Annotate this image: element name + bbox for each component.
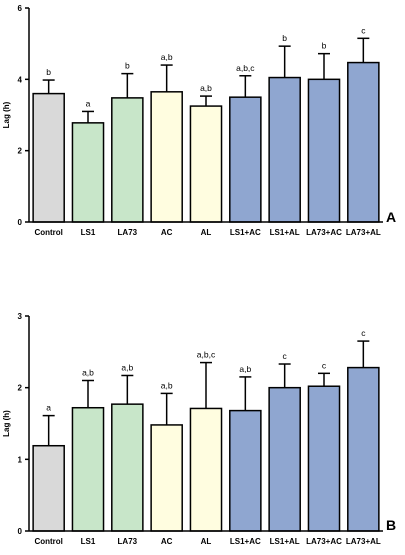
bar (189, 105, 223, 223)
panel-letter: B (386, 517, 396, 533)
category-label: LA73+AC (306, 228, 342, 237)
y-axis-title: Lag (h) (2, 410, 11, 437)
bar (347, 366, 380, 532)
y-tick-label: 1 (18, 455, 23, 464)
category-label: LS1+AL (270, 228, 300, 237)
category-label: LS1+AL (270, 537, 300, 546)
bar (189, 407, 223, 532)
category-label: Control (34, 228, 62, 237)
significance-label: c (361, 328, 366, 338)
category-label: LA73+AL (346, 228, 381, 237)
panel-letter: A (386, 209, 396, 225)
category-label: LS1 (81, 228, 96, 237)
bar (32, 92, 65, 223)
category-label: LA73+AL (346, 537, 381, 546)
significance-label: a,b (121, 362, 133, 372)
bar (268, 386, 301, 532)
significance-label: a,b (200, 83, 212, 93)
significance-label: a (86, 98, 91, 108)
significance-label: a,b (82, 368, 94, 378)
y-tick-label: 0 (18, 218, 23, 227)
bar (71, 122, 105, 223)
significance-label: b (282, 33, 287, 43)
y-tick-label: 2 (18, 147, 23, 156)
bar (111, 403, 144, 532)
y-tick-label: 0 (18, 527, 23, 536)
significance-label: b (46, 67, 51, 77)
y-axis-title: Lag (h) (2, 101, 11, 128)
chart-panel-a: b Control a LS1 b LA73 a,b AC a,b AL a,b,c LS1+AC b L… (2, 4, 396, 237)
y-tick-label: 6 (18, 4, 23, 13)
bar (229, 409, 262, 532)
significance-label: b (322, 41, 327, 51)
category-label: LS1+AC (230, 537, 261, 546)
significance-label: a,b,c (197, 350, 216, 360)
y-tick-label: 3 (18, 312, 23, 321)
bar (111, 97, 144, 223)
category-label: LS1 (81, 537, 96, 546)
significance-label: c (361, 25, 366, 35)
category-label: AC (161, 537, 173, 546)
category-label: AL (201, 228, 212, 237)
y-tick-label: 2 (18, 384, 23, 393)
category-label: AL (201, 537, 212, 546)
bar (268, 76, 301, 223)
bar (150, 424, 183, 532)
category-label: Control (34, 537, 62, 546)
bar (307, 385, 341, 532)
bar (150, 91, 183, 223)
bar (307, 78, 341, 223)
significance-label: b (125, 61, 130, 71)
bar (347, 61, 380, 223)
significance-label: a,b,c (236, 63, 255, 73)
bar (229, 96, 262, 223)
significance-label: c (283, 351, 288, 361)
significance-label: c (322, 360, 327, 370)
significance-label: a,b (161, 52, 173, 62)
y-tick-label: 4 (18, 75, 23, 84)
chart-panel-b: a Control a,b LS1 a,b LA73 a,b AC a,b,c AL a,b LS1+… (2, 312, 396, 546)
category-label: LA73 (118, 537, 138, 546)
significance-label: a (46, 403, 51, 413)
significance-label: a,b (239, 364, 251, 374)
category-label: LA73+AC (306, 537, 342, 546)
category-label: LS1+AC (230, 228, 261, 237)
significance-label: a,b (161, 380, 173, 390)
category-label: AC (161, 228, 173, 237)
bar (71, 406, 105, 532)
bar (32, 444, 65, 532)
category-label: LA73 (118, 228, 138, 237)
